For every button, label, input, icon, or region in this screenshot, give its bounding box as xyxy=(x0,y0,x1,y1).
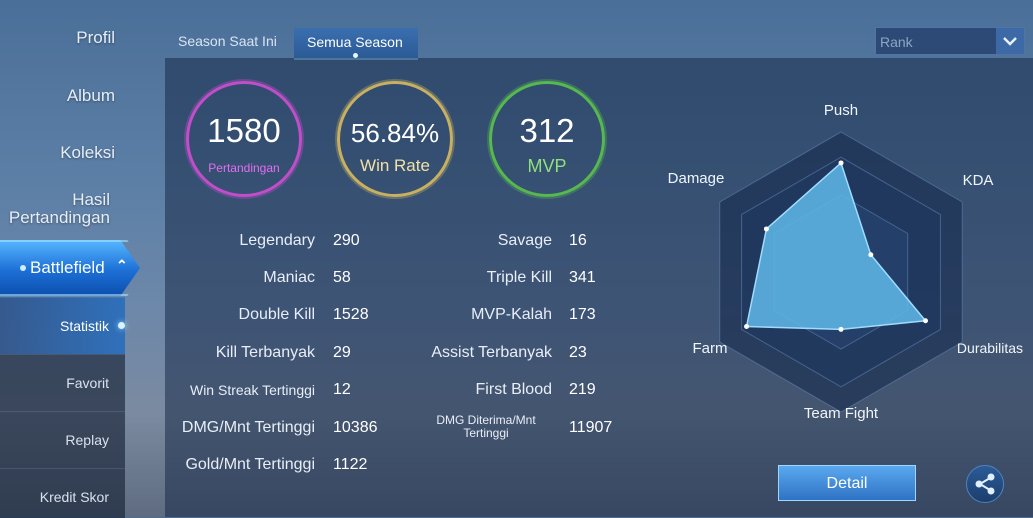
radar-point-farm xyxy=(744,324,750,330)
stat-value-mvp-kalah: 173 xyxy=(569,306,596,323)
stat-value-maniac: 58 xyxy=(333,269,351,286)
stat-label-gold-mnt: Gold/Mnt Tertinggi xyxy=(185,456,315,473)
stat-label-triple-kill: Triple Kill xyxy=(486,269,552,286)
rank-dropdown-value: Rank xyxy=(880,34,913,50)
stat-value-dmg-mnt: 10386 xyxy=(333,419,378,436)
share-icon xyxy=(975,473,995,495)
battlefield-label: Battlefield xyxy=(30,258,105,277)
stat-value-dmg-diterima: 11907 xyxy=(569,419,613,436)
matches-value: 1580 xyxy=(207,112,281,149)
sidebar-item-koleksi[interactable]: Koleksi xyxy=(60,143,115,162)
sidebar-subitem-replay[interactable]: Replay xyxy=(0,411,125,468)
radar-svg: Push KDA Durabilitas Team Fight Farm Damage xyxy=(668,102,1023,422)
stat-label-win-streak: Win Streak Tertinggi xyxy=(189,382,315,398)
radar-point-team-fight xyxy=(838,326,844,332)
radar-label-farm: Farm xyxy=(693,340,728,357)
sidebar-subitem-kredit-skor[interactable]: Kredit Skor xyxy=(0,468,125,518)
radar-point-kda xyxy=(868,252,874,258)
matches-ring: 1580 Pertandingan xyxy=(186,81,302,197)
matches-label: Pertandingan xyxy=(208,161,280,175)
radar-chart: Push KDA Durabilitas Team Fight Farm Damage xyxy=(650,95,1033,435)
sidebar-item-hasil-pertandingan[interactable]: Hasil Pertandingan xyxy=(8,190,110,227)
stat-value-win-streak: 12 xyxy=(333,381,351,398)
stat-value-gold-mnt: 1122 xyxy=(333,456,368,473)
share-button[interactable] xyxy=(966,465,1004,503)
sidebar-item-album[interactable]: Album xyxy=(66,86,115,105)
sidebar-subitem-favorit[interactable]: Favorit xyxy=(0,354,125,411)
win-rate-label: Win Rate xyxy=(360,156,430,175)
stat-label-dmg-diterima: DMG Diterima/Mnt Tertinggi xyxy=(436,413,536,440)
tab-active-dot xyxy=(353,53,358,58)
stat-label-first-blood: First Blood xyxy=(475,381,552,398)
sidebar-subitem-statistik[interactable]: Statistik xyxy=(0,297,125,354)
radar-point-damage xyxy=(763,226,769,232)
radar-point-push xyxy=(838,160,844,166)
detail-button[interactable]: Detail xyxy=(778,465,916,501)
stat-label-kill-terbanyak: Kill Terbanyak xyxy=(215,344,315,361)
radar-label-durabilitas: Durabilitas xyxy=(957,340,1023,356)
win-rate-ring: 56.84% Win Rate xyxy=(337,81,453,197)
radar-point-durabilitas xyxy=(923,318,929,324)
stat-label-double-kill: Double Kill xyxy=(238,306,315,323)
stat-label-assist-terbanyak: Assist Terbanyak xyxy=(431,344,552,361)
stat-value-assist-terbanyak: 23 xyxy=(569,344,587,361)
dropdown-toggle[interactable] xyxy=(996,28,1024,54)
stat-label-mvp-kalah: MVP-Kalah xyxy=(471,306,552,323)
active-indicator-dot xyxy=(118,322,125,329)
stat-value-first-blood: 219 xyxy=(569,381,596,398)
radar-label-team-fight: Team Fight xyxy=(804,405,879,422)
stat-value-kill-terbanyak: 29 xyxy=(333,344,351,361)
radar-label-damage: Damage xyxy=(668,170,725,187)
radar-label-push: Push xyxy=(824,102,858,119)
mvp-ring: 312 MVP xyxy=(489,81,605,197)
stat-label-dmg-mnt: DMG/Mnt Tertinggi xyxy=(181,419,315,436)
stat-value-triple-kill: 341 xyxy=(569,269,596,286)
tab-season-saat-ini[interactable]: Season Saat Ini xyxy=(178,33,277,49)
chevron-down-icon xyxy=(1003,37,1017,46)
bullet-dot xyxy=(20,265,26,271)
tab-semua-season[interactable]: Semua Season xyxy=(294,28,418,60)
stat-value-double-kill: 1528 xyxy=(333,306,369,323)
sidebar: Profil Album Koleksi Hasil Pertandingan … xyxy=(0,0,148,518)
stat-label-maniac: Maniac xyxy=(263,269,315,286)
rank-dropdown[interactable]: Rank xyxy=(875,27,1025,55)
stat-value-legendary: 290 xyxy=(333,232,360,249)
sidebar-item-battlefield[interactable]: Battlefield ⌃ xyxy=(0,240,148,296)
mvp-value: 312 xyxy=(519,112,575,149)
mvp-label: MVP xyxy=(527,156,567,176)
stat-value-savage: 16 xyxy=(569,232,587,249)
chevron-up-icon: ⌃ xyxy=(116,257,128,273)
stat-label-legendary: Legendary xyxy=(239,232,315,249)
stat-label-savage: Savage xyxy=(497,232,552,249)
win-rate-value: 56.84% xyxy=(350,118,440,148)
sidebar-item-profil[interactable]: Profil xyxy=(76,28,115,47)
radar-label-kda: KDA xyxy=(963,172,994,189)
